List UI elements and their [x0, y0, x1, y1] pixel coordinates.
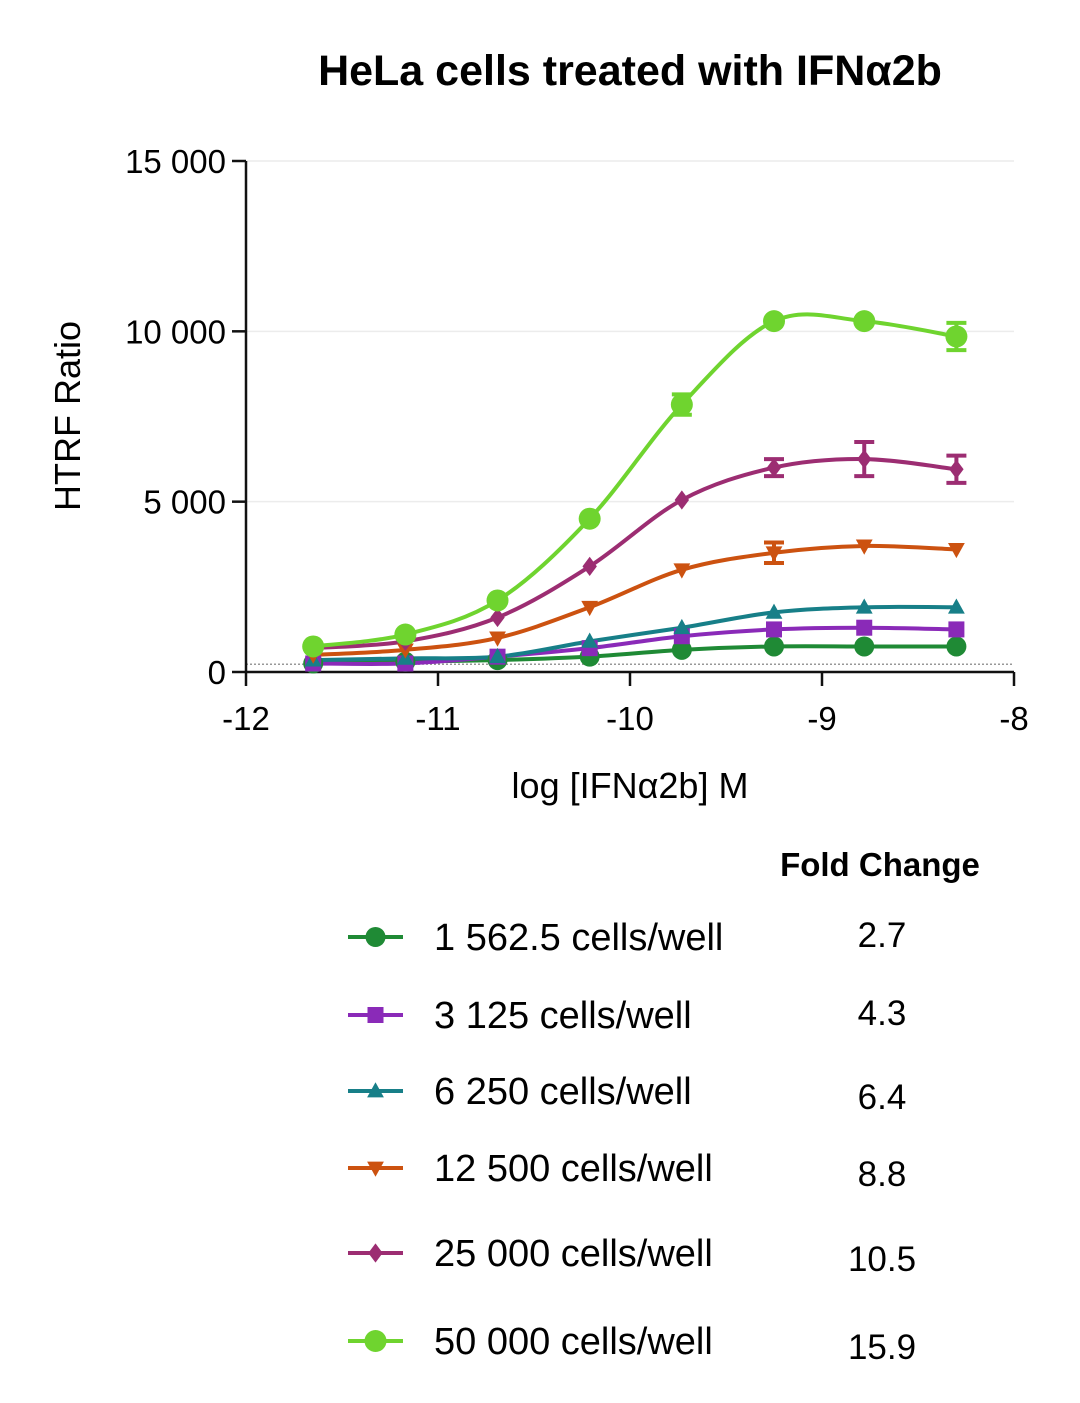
data-point: [673, 563, 691, 579]
legend-marker: [368, 1243, 383, 1263]
data-point: [946, 636, 967, 657]
data-point: [765, 546, 783, 562]
axes: 0 5 000 10 000 15 000 -12 -11 -10 -9 -8: [125, 143, 1029, 737]
data-point: [674, 490, 690, 510]
legend-label: 1 562.5 cells/well: [434, 917, 723, 959]
legend-label: 6 250 cells/well: [434, 1071, 692, 1113]
x-tick-label: -8: [999, 700, 1028, 737]
x-tick-label: -12: [222, 700, 270, 737]
series-points: [302, 310, 968, 674]
data-point: [581, 600, 599, 617]
y-tick-label: 0: [208, 654, 226, 691]
fold-change-value: 8.8: [858, 1155, 907, 1194]
fold-change-value: 6.4: [858, 1078, 907, 1117]
data-point: [945, 325, 968, 348]
y-axis-label: HTRF Ratio: [47, 321, 88, 511]
data-point: [582, 556, 597, 576]
data-point: [578, 507, 601, 530]
data-point: [854, 636, 875, 657]
data-point: [763, 310, 785, 333]
legend-label: 3 125 cells/well: [434, 995, 692, 1037]
chart-title: HeLa cells treated with IFNα2b: [318, 47, 942, 95]
legend-label: 12 500 cells/well: [434, 1148, 713, 1190]
legend-marker: [367, 1082, 384, 1098]
data-point: [394, 623, 417, 646]
x-tick-label: -9: [807, 700, 836, 737]
fold-change-value: 2.7: [858, 916, 907, 955]
data-point: [489, 647, 506, 664]
data-point: [856, 619, 873, 636]
legend-label: 50 000 cells/well: [434, 1321, 713, 1363]
data-point: [853, 310, 876, 333]
data-point: [490, 607, 505, 628]
y-tick-label: 10 000: [125, 313, 226, 350]
data-point: [766, 458, 782, 478]
data-point: [670, 393, 693, 416]
data-point: [673, 618, 691, 635]
data-point: [764, 636, 784, 657]
series-curve: [313, 457, 957, 651]
data-point: [948, 542, 965, 559]
data-point: [489, 631, 506, 647]
legend-label: 25 000 cells/well: [434, 1233, 713, 1275]
fold-change-value: 10.5: [848, 1240, 916, 1279]
series-curve: [312, 312, 957, 649]
data-point: [765, 603, 783, 619]
legend-marker: [367, 1161, 384, 1177]
legend-marker: [365, 927, 386, 947]
y-tick-label: 15 000: [125, 143, 226, 180]
data-point: [486, 589, 509, 612]
data-point: [948, 621, 965, 638]
legend-marker: [364, 1330, 387, 1352]
data-point: [949, 459, 964, 479]
data-point: [581, 632, 599, 648]
data-point: [855, 598, 873, 614]
data-point: [671, 639, 692, 660]
fold-change-value: 4.3: [858, 994, 907, 1033]
y-tick-label: 5 000: [143, 484, 226, 521]
x-tick-label: -10: [606, 700, 654, 737]
data-point: [857, 449, 872, 469]
data-point: [396, 643, 414, 659]
legend-marker: [367, 1007, 384, 1023]
fold-change-header: Fold Change: [780, 846, 980, 883]
data-point: [948, 598, 965, 614]
x-tick-label: -11: [415, 700, 460, 737]
series-curve: [313, 543, 957, 657]
data-point: [855, 539, 873, 555]
data-point: [766, 621, 782, 638]
legend: 1 562.5 cells/well 2.7 3 125 cells/well 4.3…: [348, 916, 916, 1367]
x-axis-label: log [IFNα2b] M: [512, 765, 749, 806]
fold-change-value: 15.9: [848, 1328, 916, 1367]
data-point: [302, 635, 325, 658]
